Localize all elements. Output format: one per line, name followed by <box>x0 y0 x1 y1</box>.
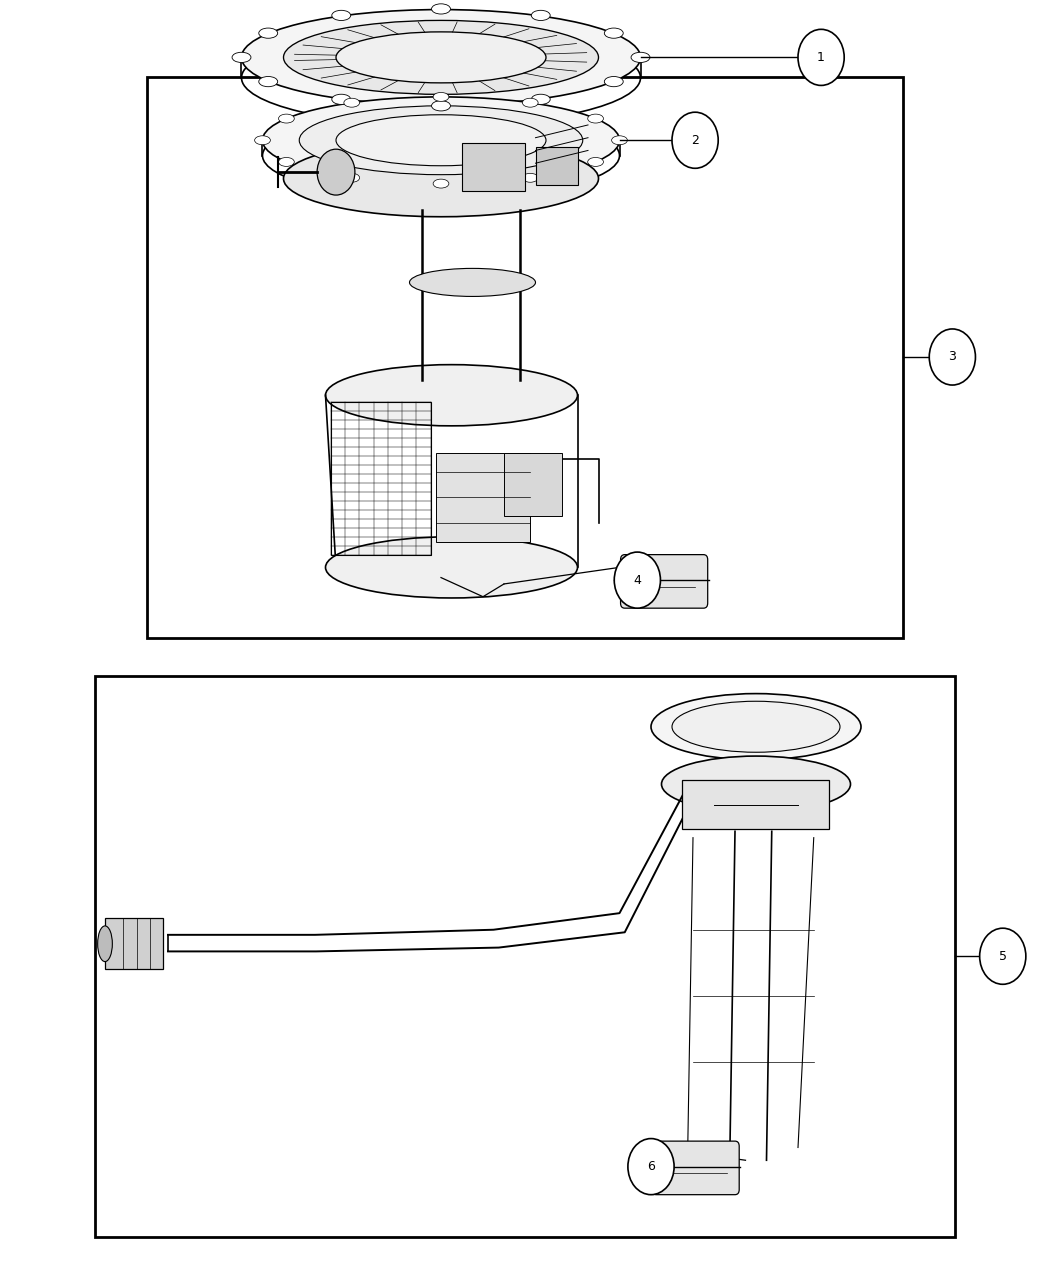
Text: 1: 1 <box>817 51 825 64</box>
Ellipse shape <box>254 135 270 145</box>
Text: 5: 5 <box>999 950 1007 963</box>
Ellipse shape <box>284 140 598 217</box>
Circle shape <box>980 928 1026 984</box>
Ellipse shape <box>432 4 450 14</box>
Ellipse shape <box>672 701 840 752</box>
Ellipse shape <box>432 101 450 111</box>
Ellipse shape <box>605 28 624 38</box>
Ellipse shape <box>258 28 277 38</box>
Circle shape <box>929 329 975 385</box>
Ellipse shape <box>299 106 583 175</box>
Ellipse shape <box>588 115 604 124</box>
Ellipse shape <box>232 52 251 62</box>
FancyBboxPatch shape <box>682 780 830 829</box>
Text: 6: 6 <box>647 1160 655 1173</box>
Ellipse shape <box>523 173 538 182</box>
Ellipse shape <box>242 10 640 106</box>
Ellipse shape <box>662 756 850 812</box>
Ellipse shape <box>343 173 359 182</box>
Ellipse shape <box>433 92 449 102</box>
Circle shape <box>614 552 660 608</box>
Ellipse shape <box>284 20 598 94</box>
Ellipse shape <box>326 537 578 598</box>
Text: 2: 2 <box>691 134 699 147</box>
Ellipse shape <box>531 94 550 105</box>
Ellipse shape <box>344 98 359 107</box>
Ellipse shape <box>98 926 112 961</box>
Ellipse shape <box>588 157 604 167</box>
FancyBboxPatch shape <box>504 453 562 516</box>
Text: 3: 3 <box>948 351 957 363</box>
Ellipse shape <box>410 269 536 297</box>
Ellipse shape <box>262 97 620 184</box>
FancyBboxPatch shape <box>652 1141 739 1195</box>
FancyBboxPatch shape <box>621 555 708 608</box>
Ellipse shape <box>531 10 550 20</box>
Ellipse shape <box>523 98 538 107</box>
Ellipse shape <box>651 694 861 760</box>
Ellipse shape <box>611 135 628 145</box>
Ellipse shape <box>605 76 624 87</box>
Circle shape <box>672 112 718 168</box>
Ellipse shape <box>433 179 448 189</box>
Circle shape <box>798 29 844 85</box>
Ellipse shape <box>336 32 546 83</box>
FancyBboxPatch shape <box>462 143 525 191</box>
Ellipse shape <box>332 94 351 105</box>
Ellipse shape <box>336 115 546 166</box>
Ellipse shape <box>278 115 294 124</box>
Ellipse shape <box>332 10 351 20</box>
FancyBboxPatch shape <box>436 453 530 542</box>
Ellipse shape <box>326 365 578 426</box>
Ellipse shape <box>631 52 650 62</box>
FancyBboxPatch shape <box>105 918 163 969</box>
Text: 4: 4 <box>633 574 642 586</box>
FancyBboxPatch shape <box>536 147 578 185</box>
Circle shape <box>317 149 355 195</box>
Circle shape <box>628 1139 674 1195</box>
Ellipse shape <box>258 76 277 87</box>
Ellipse shape <box>278 157 294 167</box>
